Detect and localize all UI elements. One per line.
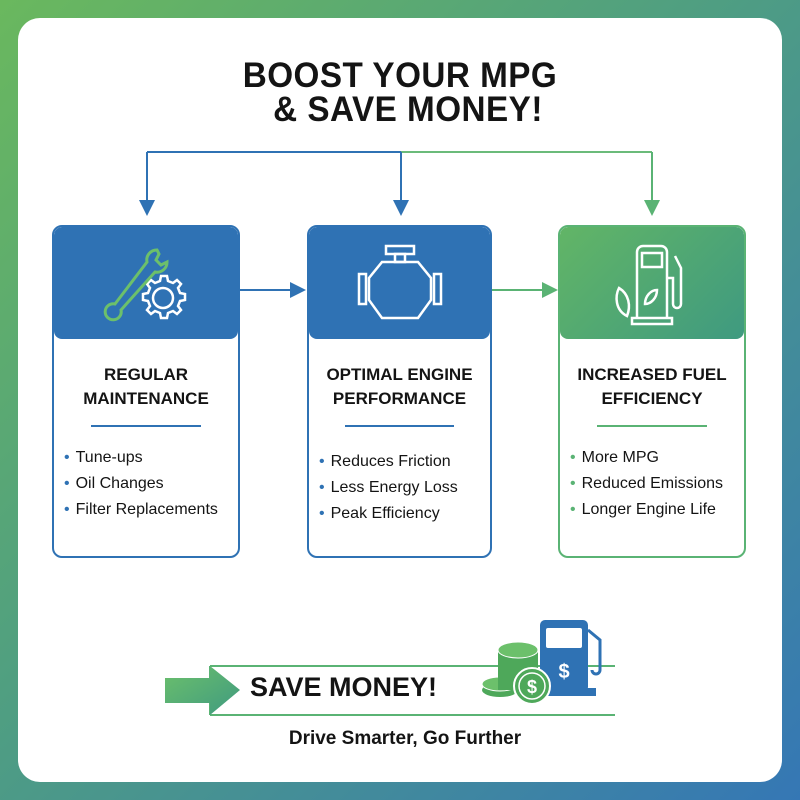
arrow-right-icon [165, 666, 240, 715]
list-item: Oil Changes [64, 471, 238, 497]
list-item: More MPG [570, 445, 744, 471]
title-line-1: BOOST YOUR MPG [242, 56, 558, 95]
card-title-line-2: EFFICIENCY [601, 389, 703, 408]
list-item: Reduced Emissions [570, 471, 744, 497]
card-optimal-engine-performance: OPTIMAL ENGINE PERFORMANCE Reduces Fricti… [307, 225, 492, 558]
card-increased-fuel-efficiency: INCREASED FUEL EFFICIENCY More MPG Reduce… [558, 225, 746, 558]
title-line-2: & SAVE MONEY! [273, 90, 543, 129]
tagline: Drive Smarter, Go Further [288, 728, 522, 749]
list-item: Tune-ups [64, 445, 238, 471]
list-item: Reduces Friction [319, 449, 490, 475]
card-title-line-2: MAINTENANCE [83, 389, 209, 408]
list-item: Peak Efficiency [319, 501, 490, 527]
save-money-banner: $ $ [165, 620, 615, 716]
svg-text:$: $ [558, 661, 569, 683]
list-item: Less Energy Loss [319, 475, 490, 501]
top-connector [139, 151, 660, 216]
card-header [560, 227, 744, 339]
card-header [54, 227, 238, 339]
card-title-line-2: PERFORMANCE [332, 389, 467, 408]
divider [345, 425, 454, 427]
banner-label: SAVE MONEY! [250, 672, 438, 702]
divider [90, 425, 202, 427]
card-title-line-1: OPTIMAL ENGINE [326, 365, 473, 384]
list-item: Filter Replacements [64, 497, 238, 523]
wrench-gear-icon [103, 248, 187, 322]
engine-icon [357, 244, 442, 320]
card-title-line-1: INCREASED FUEL [577, 365, 727, 384]
fuel-pump-leaf-icon [615, 244, 683, 326]
divider [596, 425, 708, 427]
card-header [309, 227, 490, 339]
card-title-line-1: REGULAR [103, 365, 189, 384]
coins-fuel-pump-icon: $ $ [481, 620, 602, 705]
svg-text:$: $ [527, 677, 537, 697]
list-item: Longer Engine Life [570, 497, 744, 523]
